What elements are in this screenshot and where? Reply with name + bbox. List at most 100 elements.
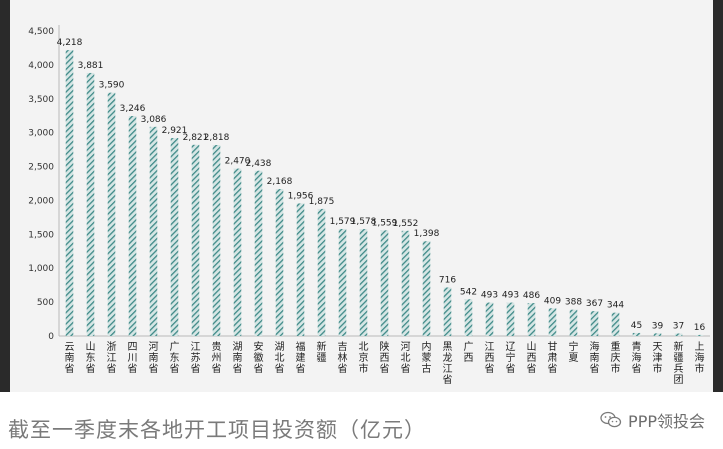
x-tick-label: 福建省: [296, 340, 306, 375]
bar: [191, 144, 200, 336]
bar: [233, 168, 242, 336]
bar: [548, 308, 557, 336]
x-tick-label: 山东省: [86, 341, 96, 375]
x-tick-label: 山西省: [527, 341, 537, 375]
wechat-icon: [600, 411, 622, 428]
data-label: 3,086: [141, 115, 167, 125]
y-tick-label: 0: [48, 332, 54, 342]
data-label: 2,818: [204, 133, 230, 143]
data-label: 1,552: [393, 219, 419, 229]
bar: [653, 333, 662, 336]
watermark: PPP领投会: [600, 408, 705, 432]
data-label: 344: [607, 301, 624, 311]
x-tick-label: 广东省: [170, 341, 180, 375]
y-tick-label: 2,000: [28, 196, 54, 206]
data-label: 45: [631, 321, 642, 331]
bar: [590, 311, 599, 336]
data-label: 1,559: [372, 218, 398, 228]
x-tick-label: 河南省: [149, 341, 159, 375]
bar: [443, 287, 452, 336]
data-label: 1,956: [288, 191, 314, 201]
bar: [170, 138, 179, 336]
y-tick-label: 1,000: [28, 264, 54, 274]
data-label: 1,875: [309, 197, 335, 207]
data-label: 2,168: [267, 177, 293, 187]
bar: [611, 312, 620, 336]
x-tick-label: 江西省: [485, 341, 495, 375]
y-tick-label: 2,500: [28, 163, 54, 173]
bar-chart: 0 500 1,000 1,500 2,000 2,500 3,000 3,500 4,000 4…: [28, 25, 710, 386]
data-label: 16: [694, 323, 706, 333]
x-tick-label: 天津市: [653, 342, 663, 375]
data-label: 4,218: [57, 38, 83, 48]
y-tick-label: 4,500: [28, 27, 54, 37]
bar: [254, 170, 263, 336]
data-label: 2,438: [246, 159, 272, 169]
bar: [485, 302, 494, 336]
y-tick-label: 4,000: [28, 61, 54, 71]
y-tick-label: 3,500: [28, 95, 54, 105]
bar: [359, 229, 368, 336]
bar: [86, 72, 95, 337]
data-label: 1,579: [330, 217, 356, 227]
x-tick-label: 吉林省: [338, 341, 348, 375]
bar: [380, 230, 389, 336]
y-tick-label: 1,500: [28, 230, 54, 240]
x-tick-label: 四川省: [128, 342, 138, 375]
bar: [65, 50, 74, 336]
data-label: 3,881: [78, 61, 104, 71]
data-label: 542: [460, 287, 477, 297]
bar: [338, 228, 347, 336]
x-tick-label: 海南省: [590, 340, 600, 375]
watermark-text: PPP领投会: [628, 412, 705, 431]
x-tick-label: 陕西省: [380, 340, 390, 375]
bar: [464, 299, 473, 336]
data-label: 493: [481, 291, 498, 301]
x-tick-label: 广西: [464, 341, 474, 364]
x-tick-label: 北京市: [359, 341, 369, 375]
x-tick-label: 云南省: [65, 342, 75, 375]
x-tick-label: 江苏省: [191, 341, 201, 375]
bar: [527, 303, 536, 336]
x-tick-label: 河北省: [401, 341, 411, 375]
y-tick-label: 3,000: [28, 129, 54, 139]
bar: [149, 126, 158, 337]
x-tick-label: 内蒙古: [422, 340, 432, 375]
data-label: 1,398: [414, 229, 440, 239]
x-tick-label: 湖北省: [275, 341, 285, 375]
bar: [569, 309, 578, 336]
data-label: 367: [586, 299, 603, 309]
x-tick-label: 浙江省: [107, 341, 117, 375]
x-tick-label: 重庆市: [611, 340, 621, 375]
x-tick-label: 新疆: [317, 340, 327, 364]
x-tick-label: 黑龙江省: [443, 341, 453, 386]
y-tick-label: 500: [37, 298, 54, 308]
x-tick-label: 甘肃省: [548, 340, 558, 375]
data-label: 2,821: [183, 133, 209, 143]
x-tick-label: 青海省: [632, 340, 642, 375]
data-label: 716: [439, 275, 456, 285]
data-label: 486: [523, 291, 540, 301]
bar: [128, 115, 137, 336]
data-label: 388: [565, 298, 582, 308]
data-label: 1,578: [351, 217, 377, 227]
data-label: 39: [652, 321, 664, 331]
x-tick-label: 宁夏: [569, 340, 579, 364]
bar: [674, 333, 683, 336]
bar: [401, 230, 410, 336]
data-label: 493: [502, 291, 519, 301]
data-label: 2,470: [225, 157, 251, 167]
bar: [317, 208, 326, 336]
data-label: 2,921: [162, 126, 188, 136]
bar: [296, 203, 305, 336]
bar: [212, 145, 221, 336]
x-tick-label: 贵州省: [212, 340, 222, 375]
data-label: 37: [673, 321, 684, 331]
bar: [107, 92, 116, 336]
chart-frame: 0 500 1,000 1,500 2,000 2,500 3,000 3,500 4,000 4…: [0, 0, 723, 392]
bar: [695, 334, 704, 336]
data-label: 409: [544, 296, 561, 306]
data-label: 3,246: [120, 104, 146, 114]
x-tick-label: 辽宁省: [506, 341, 516, 375]
x-tick-label: 湖南省: [233, 341, 243, 375]
